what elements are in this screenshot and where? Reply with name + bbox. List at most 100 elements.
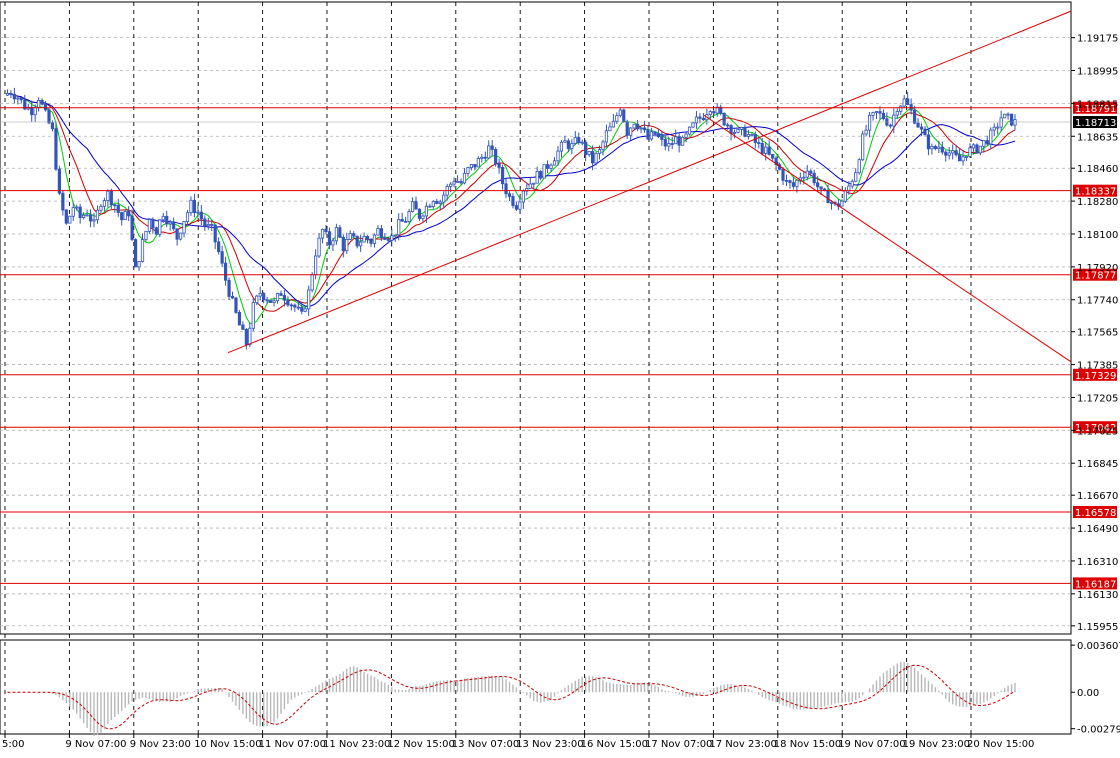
candle-body [847, 185, 851, 192]
candle-body [743, 127, 747, 137]
y-tick-label: 1.16845 [1077, 459, 1118, 470]
time-axis[interactable]: 5:00 9 Nov 07:00 9 Nov 23:00 10 Nov 15:0011… [2, 734, 1034, 750]
candle-body [151, 219, 155, 229]
candle-body [345, 239, 349, 252]
candle-body [473, 164, 477, 168]
candle-body [282, 295, 287, 301]
candle-body [82, 214, 86, 218]
candle-body [130, 215, 134, 240]
candle-body [622, 109, 626, 123]
candle-body [736, 129, 740, 133]
x-tick-label: 11 Nov 07:00 [259, 739, 326, 750]
candle-body [518, 201, 522, 210]
candle-body [355, 235, 359, 247]
candle-body [923, 128, 927, 136]
candle-body [286, 299, 290, 306]
candle-body [92, 219, 96, 222]
y-tick-label: 1.18635 [1077, 132, 1118, 143]
candle-body [791, 182, 796, 187]
candle-body [480, 156, 484, 159]
candle-body [545, 164, 550, 169]
horizontal-levels[interactable]: 1.18791 1.18337 1.17877 1.17329 1.17042 1.165… [0, 101, 1117, 591]
x-tick-label: 13 Nov 23:00 [516, 739, 583, 750]
candle-body [12, 93, 16, 100]
x-tick-label: 10 Nov 15:00 [194, 739, 261, 750]
candle-body [331, 240, 335, 246]
candle-body [653, 131, 657, 135]
candle-body [85, 214, 89, 217]
candle-body [95, 209, 100, 221]
candle-body [23, 99, 27, 110]
candle-body [764, 146, 768, 154]
candle-body [667, 143, 671, 147]
candle-body [947, 152, 951, 156]
candle-body [175, 228, 179, 240]
candle-body [272, 300, 276, 303]
candle-body [376, 228, 380, 236]
level-price-tag [1073, 101, 1117, 114]
candle-body [275, 293, 280, 302]
candle-body [220, 251, 224, 264]
candle-body [397, 219, 401, 236]
candle-body [985, 140, 989, 145]
trend-lines[interactable] [227, 10, 1072, 363]
candle-body [774, 157, 778, 166]
candle-body [37, 99, 41, 108]
candle-body [639, 127, 643, 130]
candle-body [829, 201, 834, 204]
candle-body [348, 233, 352, 240]
candle-body [708, 111, 712, 116]
candle-body [407, 211, 411, 222]
candle-body [919, 126, 924, 130]
candle-body [43, 103, 48, 111]
candle-body [629, 127, 633, 136]
candle-body [663, 139, 667, 147]
candle-body [978, 145, 982, 154]
candle-body [881, 112, 886, 120]
y-tick-label: 1.18280 [1077, 197, 1118, 208]
candle-body [168, 221, 172, 225]
candle-body [902, 98, 906, 107]
x-tick-label: 12 Nov 15:00 [387, 739, 454, 750]
candle-body [99, 205, 103, 211]
candle-body [54, 128, 58, 170]
ma-slow-line [7, 92, 1016, 307]
candle-body [566, 140, 570, 149]
y-tick-label: 1.18100 [1077, 230, 1118, 241]
candle-body [268, 300, 273, 303]
candle-body [137, 260, 141, 268]
candle-body [1003, 113, 1007, 119]
x-tick-label: 9 Nov 07:00 [65, 739, 126, 750]
candle-body [106, 190, 110, 201]
candle-body [417, 208, 422, 219]
candle-body [133, 239, 138, 268]
candle-body [549, 164, 553, 169]
candle-body [57, 168, 61, 194]
candle-body [324, 228, 328, 233]
candle-body [237, 312, 242, 326]
candle-body [320, 228, 325, 239]
candle-body [521, 190, 525, 203]
candle-body [840, 200, 844, 207]
candle-body [552, 160, 557, 166]
candle-body [719, 106, 723, 114]
candle-body [507, 193, 512, 197]
candle-body [75, 206, 79, 209]
level-price-label: 1.18337 [1075, 187, 1116, 198]
candle-body [390, 235, 394, 241]
candle-body [230, 296, 235, 299]
candle-body [359, 241, 363, 247]
candle-body [300, 306, 304, 312]
x-tick-label: 17 Nov 07:00 [645, 739, 712, 750]
candle-body [213, 224, 217, 243]
candle-body [462, 172, 467, 184]
price-axis[interactable]: 1.19175 1.18995 1.18815 1.18635 1.18460 1.182… [1071, 34, 1118, 633]
macd-signal-line [7, 664, 1016, 730]
candle-body [483, 156, 487, 159]
candle-body [874, 111, 879, 113]
y-tick-label: 1.18815 [1077, 99, 1118, 110]
level-price-tag [1073, 421, 1117, 434]
candle-body [435, 200, 439, 204]
candle-body [871, 112, 875, 116]
